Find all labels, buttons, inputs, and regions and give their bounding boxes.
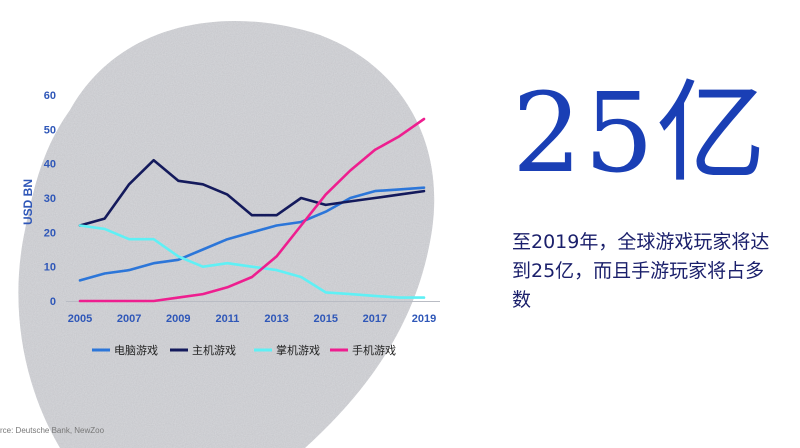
legend-label-pc: 电脑游戏 [114,344,158,357]
x-axis-ticks: 2005 2007 2009 2011 2013 2015 2017 2019 [66,301,440,325]
headline-description: 至2019年，全球游戏玩家将达到25亿，而且手游玩家将占多数 [512,231,770,311]
background-blob [18,21,435,448]
x-tick-label-2019: 2019 [412,313,436,325]
x-tick-label-2015: 2015 [313,313,337,325]
series-line-pc [78,186,426,282]
y-axis-label: USD BN [21,179,35,225]
y-tick-label-50: 50 [44,124,56,136]
x-tick-label-2007: 2007 [117,313,141,325]
source-note: rce: Deutsche Bank, NewZoo [0,426,105,435]
y-tick-label-0: 0 [50,296,56,308]
y-tick-label-40: 40 [44,159,56,171]
chart-lines [78,117,426,303]
series-line-handheld [78,224,426,299]
legend-label-mobile: 手机游戏 [352,343,396,357]
x-tick-label-2011: 2011 [215,313,239,325]
legend-label-handheld: 掌机游戏 [276,343,320,357]
x-tick-label-2005: 2005 [68,313,92,325]
x-tick-label-2013: 2013 [264,313,288,325]
legend: 电脑游戏 主机游戏 掌机游戏 手机游戏 [92,343,396,357]
y-tick-label-30: 30 [44,193,56,205]
y-tick-label-10: 10 [44,262,56,274]
x-tick-label-2017: 2017 [363,313,387,325]
series-line-mobile [78,117,426,303]
x-tick-label-2009: 2009 [166,313,190,325]
series-line-console [78,158,426,227]
y-tick-label-60: 60 [44,90,56,102]
headline-number: 25亿 [512,69,768,197]
y-tick-label-20: 20 [44,227,56,239]
legend-label-console: 主机游戏 [192,343,236,357]
y-axis-ticks: 0 10 20 30 40 50 60 [44,90,56,308]
